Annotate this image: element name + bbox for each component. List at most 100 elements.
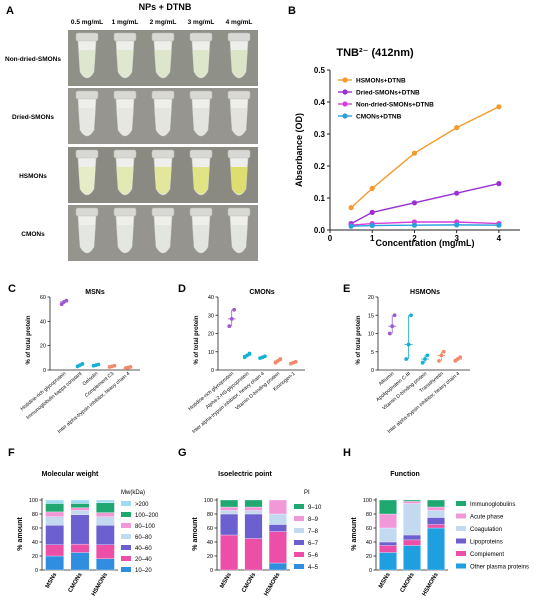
panel-f-molecular-weight: Molecular weight % amount Mw(kDa) 0 20 40 6…	[17, 471, 159, 597]
legend-label: Lipoproteins	[470, 540, 503, 546]
data-point	[409, 313, 413, 318]
y-tick-label: 40	[40, 319, 46, 325]
legend-label: Coagulation	[470, 527, 502, 533]
legend-label: Other plasma proteins	[470, 565, 529, 571]
legend-label: 40–60	[135, 546, 152, 552]
tube	[75, 207, 99, 254]
y-tick-label: 0.3	[314, 130, 326, 139]
data-point	[128, 365, 133, 369]
tube	[227, 90, 251, 137]
legend-label: >200	[135, 502, 149, 508]
tube	[227, 207, 251, 254]
bar-segment	[379, 499, 397, 515]
panel-letter-a: A	[6, 5, 14, 17]
legend-swatch	[294, 552, 304, 557]
category-label: HSMONs	[422, 571, 440, 597]
category-label: HSMONs	[264, 571, 282, 597]
bar-segment	[427, 517, 445, 525]
panel-letter-f: F	[8, 447, 15, 459]
chart-b-title: TNB²⁻ (412nm)	[336, 47, 414, 59]
legend-label: 60–80	[135, 535, 152, 541]
legend-label: Non-dried-SMONs+DTNB	[356, 102, 434, 109]
y-tick-label: 20	[32, 554, 38, 560]
data-point	[411, 150, 418, 156]
tube	[113, 207, 137, 254]
legend-label: Complement	[470, 552, 504, 558]
bar-segment	[244, 499, 263, 508]
legend-label: 4–5	[308, 565, 319, 571]
bar-segment	[96, 499, 115, 503]
y-tick-label: 10	[208, 350, 214, 356]
data-point	[369, 209, 375, 215]
data-point	[411, 222, 418, 228]
chart-h-ylabel: % amount	[351, 517, 358, 551]
y-tick-label: 0.0	[314, 226, 326, 235]
data-point	[247, 351, 252, 356]
legend-swatch	[456, 501, 466, 506]
legend-label: 20–40	[135, 557, 152, 563]
bar-segment	[70, 503, 90, 508]
bar-segment	[268, 531, 287, 564]
bar-segment	[268, 513, 287, 525]
concentration-label: 4 mg/mL	[226, 19, 253, 26]
bar-segment	[427, 510, 445, 518]
y-tick-label: 40	[366, 540, 372, 546]
x-tick-label: 0	[328, 234, 333, 243]
bar-segment	[45, 555, 64, 571]
tube	[151, 90, 175, 137]
category-label: MSNs	[378, 571, 392, 589]
bar-segment	[379, 552, 397, 571]
tube	[151, 207, 175, 254]
legend-label: Immunoglobulins	[470, 502, 515, 508]
y-tick-label: 40	[207, 540, 213, 546]
chart-h-title: Function	[390, 471, 420, 478]
bar-segment	[45, 544, 64, 557]
y-tick-label: 60	[366, 526, 372, 532]
data-point	[112, 363, 117, 368]
bar-segment	[427, 527, 445, 571]
data-point	[293, 359, 298, 364]
bar-segment	[403, 534, 421, 541]
panel-letter-h: H	[343, 447, 351, 459]
data-point	[227, 324, 232, 329]
legend-swatch	[456, 526, 466, 531]
bar-segment	[244, 506, 263, 511]
bar-segment	[70, 543, 90, 553]
panel-letter-d: D	[178, 283, 186, 295]
bar-segment	[403, 545, 421, 571]
y-tick-label: 0	[35, 568, 38, 574]
legend-label: 6–7	[308, 541, 319, 547]
y-tick-label: 5	[371, 350, 374, 356]
bar-segment	[96, 525, 115, 545]
y-tick-label: 15	[368, 313, 374, 319]
chart-f-ylabel: % amount	[17, 517, 24, 551]
y-tick-label: 40	[32, 540, 38, 546]
chart-b-ylabel: Absorbance (OD)	[294, 113, 304, 187]
bar-segment	[379, 513, 397, 529]
legend-label: 8–9	[308, 517, 319, 523]
bar-segment	[220, 506, 239, 511]
bar-segment	[70, 507, 90, 511]
x-tick-label: 3	[454, 234, 459, 243]
chart-b-xlabel: Concentration (mg/mL)	[376, 238, 475, 248]
data-point	[387, 331, 392, 336]
bar-segment	[268, 499, 287, 515]
data-point	[423, 357, 427, 361]
tube	[189, 149, 213, 196]
tube	[227, 32, 251, 79]
data-point	[437, 358, 441, 363]
bar-segment	[70, 514, 90, 545]
chart-g-legend-title: PI	[304, 490, 310, 496]
chart-f-legend-title: Mw(kDa)	[121, 490, 145, 496]
y-tick-label: 0.1	[314, 194, 326, 203]
legend-swatch	[121, 523, 131, 528]
y-tick-label: 30	[208, 313, 214, 319]
y-tick-label: 0	[371, 368, 374, 374]
legend-marker	[342, 113, 348, 119]
row-label: Non-dried-SMONs	[5, 56, 61, 63]
data-point	[454, 125, 460, 131]
tube	[151, 149, 175, 196]
legend-label: 9–10	[308, 505, 322, 511]
y-tick-label: 60	[32, 526, 38, 532]
